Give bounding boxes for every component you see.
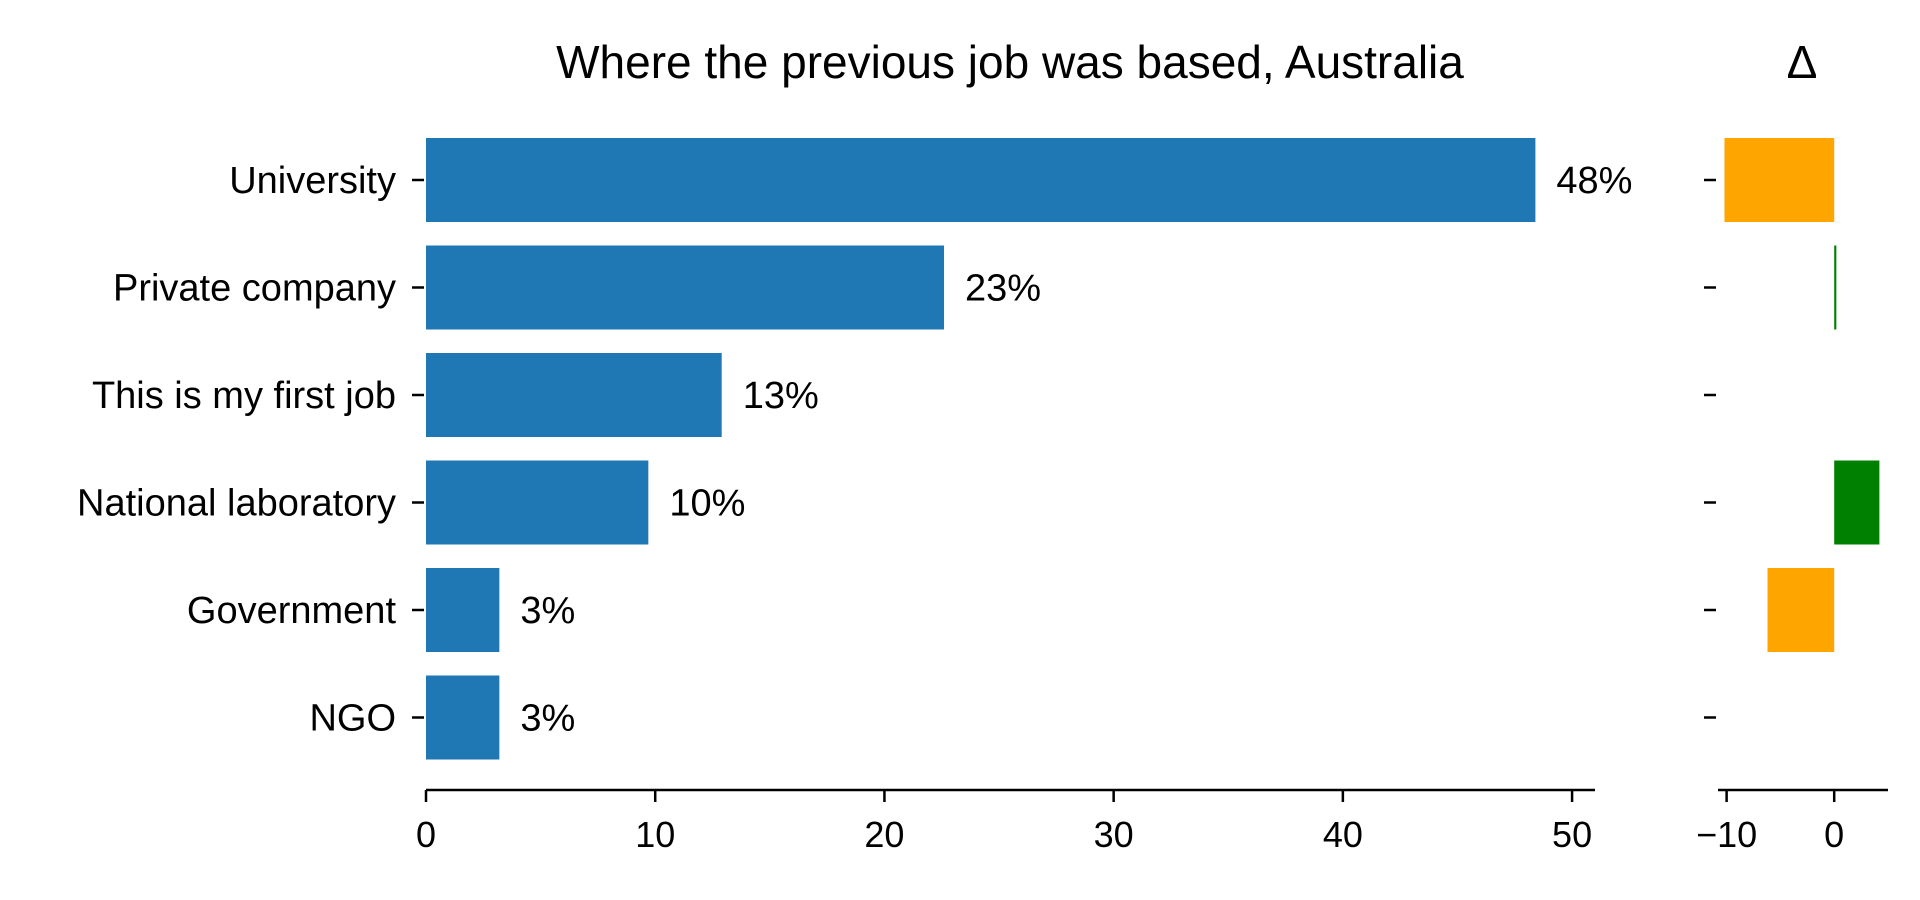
x-tick-label: 40	[1323, 814, 1363, 855]
delta-chart-title: Δ	[1787, 36, 1818, 88]
x-tick-label: 0	[416, 814, 436, 855]
delta-bar-government	[1767, 568, 1835, 652]
category-label-private-company: Private company	[113, 268, 396, 310]
bar-national-laboratory	[426, 460, 649, 545]
bar-ngo	[426, 675, 500, 760]
x-tick-label: 50	[1552, 814, 1592, 855]
bar-university	[426, 138, 1536, 222]
data-label-university: 48%	[1556, 160, 1632, 202]
delta-bar-national-laboratory	[1834, 460, 1880, 545]
data-label-private-company: 23%	[965, 268, 1041, 310]
x-tick-label: 10	[635, 814, 675, 855]
category-label-this-is-my-first-job: This is my first job	[92, 375, 396, 417]
bar-private-company	[426, 245, 945, 330]
category-label-ngo: NGO	[309, 698, 396, 740]
delta-bars-group	[1724, 138, 1880, 652]
x-tick-label: 30	[1094, 814, 1134, 855]
delta-bar-university	[1724, 138, 1835, 222]
data-label-national-laboratory: 10%	[669, 483, 745, 525]
main-bars-group: 48% 23% 13% 10% 3% 3%	[426, 138, 1632, 760]
delta-x-axis: −10 0	[1696, 178, 1888, 855]
x-tick-label: 20	[864, 814, 904, 855]
data-label-government: 3%	[520, 590, 575, 632]
bar-government	[426, 568, 500, 652]
bar-this-is-my-first-job	[426, 353, 722, 437]
main-chart-title: Where the previous job was based, Austra…	[556, 36, 1464, 88]
category-label-university: University	[229, 160, 396, 202]
data-label-this-is-my-first-job: 13%	[743, 375, 819, 417]
category-label-national-laboratory: National laboratory	[77, 483, 396, 525]
main-x-axis: University Private company This is my firs…	[77, 160, 1595, 855]
delta-x-tick-label: 0	[1824, 814, 1844, 855]
delta-x-tick-label: −10	[1696, 814, 1757, 855]
delta-bar-private-company	[1834, 245, 1837, 330]
category-label-government: Government	[187, 590, 397, 632]
data-label-ngo: 3%	[520, 698, 575, 740]
